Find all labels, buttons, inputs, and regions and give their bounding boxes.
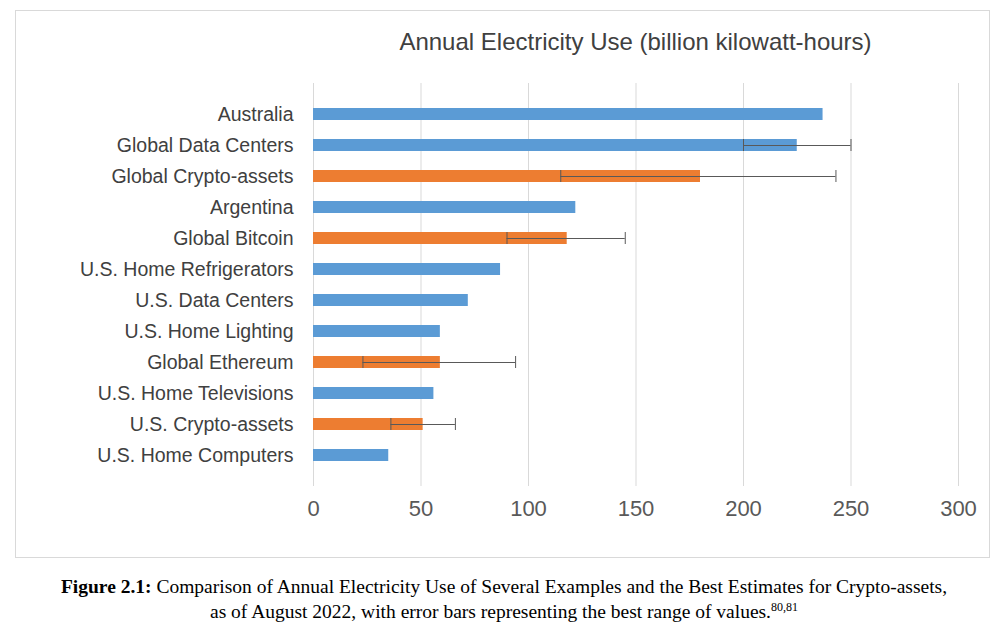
svg-text:Global Ethereum: Global Ethereum: [147, 351, 293, 373]
svg-text:150: 150: [618, 496, 655, 521]
svg-text:Global Bitcoin: Global Bitcoin: [173, 227, 293, 249]
svg-text:U.S. Home Computers: U.S. Home Computers: [97, 444, 293, 466]
svg-text:U.S. Data Centers: U.S. Data Centers: [135, 289, 293, 311]
html-text:Figure 2.1: Comparison of Annu: Figure 2.1: Comparison of Annual Electri…: [60, 576, 948, 623]
svg-text:Global Crypto-assets: Global Crypto-assets: [111, 165, 293, 187]
svg-text:U.S. Crypto-assets: U.S. Crypto-assets: [130, 413, 294, 435]
svg-text:50: 50: [409, 496, 433, 521]
svg-text:U.S. Home Lighting: U.S. Home Lighting: [124, 320, 293, 342]
svg-text:0: 0: [307, 496, 319, 521]
svg-text:Global Data Centers: Global Data Centers: [117, 134, 294, 156]
svg-text:100: 100: [510, 496, 547, 521]
svg-text:U.S. Home Refrigerators: U.S. Home Refrigerators: [80, 258, 294, 280]
html-text:Annual Electricity Use (billio: Annual Electricity Use (billion kilowatt…: [399, 28, 872, 55]
svg-text:250: 250: [833, 496, 870, 521]
svg-text:U.S. Home Televisions: U.S. Home Televisions: [98, 382, 294, 404]
svg-text:Argentina: Argentina: [210, 196, 294, 218]
svg-text:200: 200: [725, 496, 762, 521]
svg-text:Australia: Australia: [218, 103, 294, 125]
svg-text:300: 300: [940, 496, 977, 521]
